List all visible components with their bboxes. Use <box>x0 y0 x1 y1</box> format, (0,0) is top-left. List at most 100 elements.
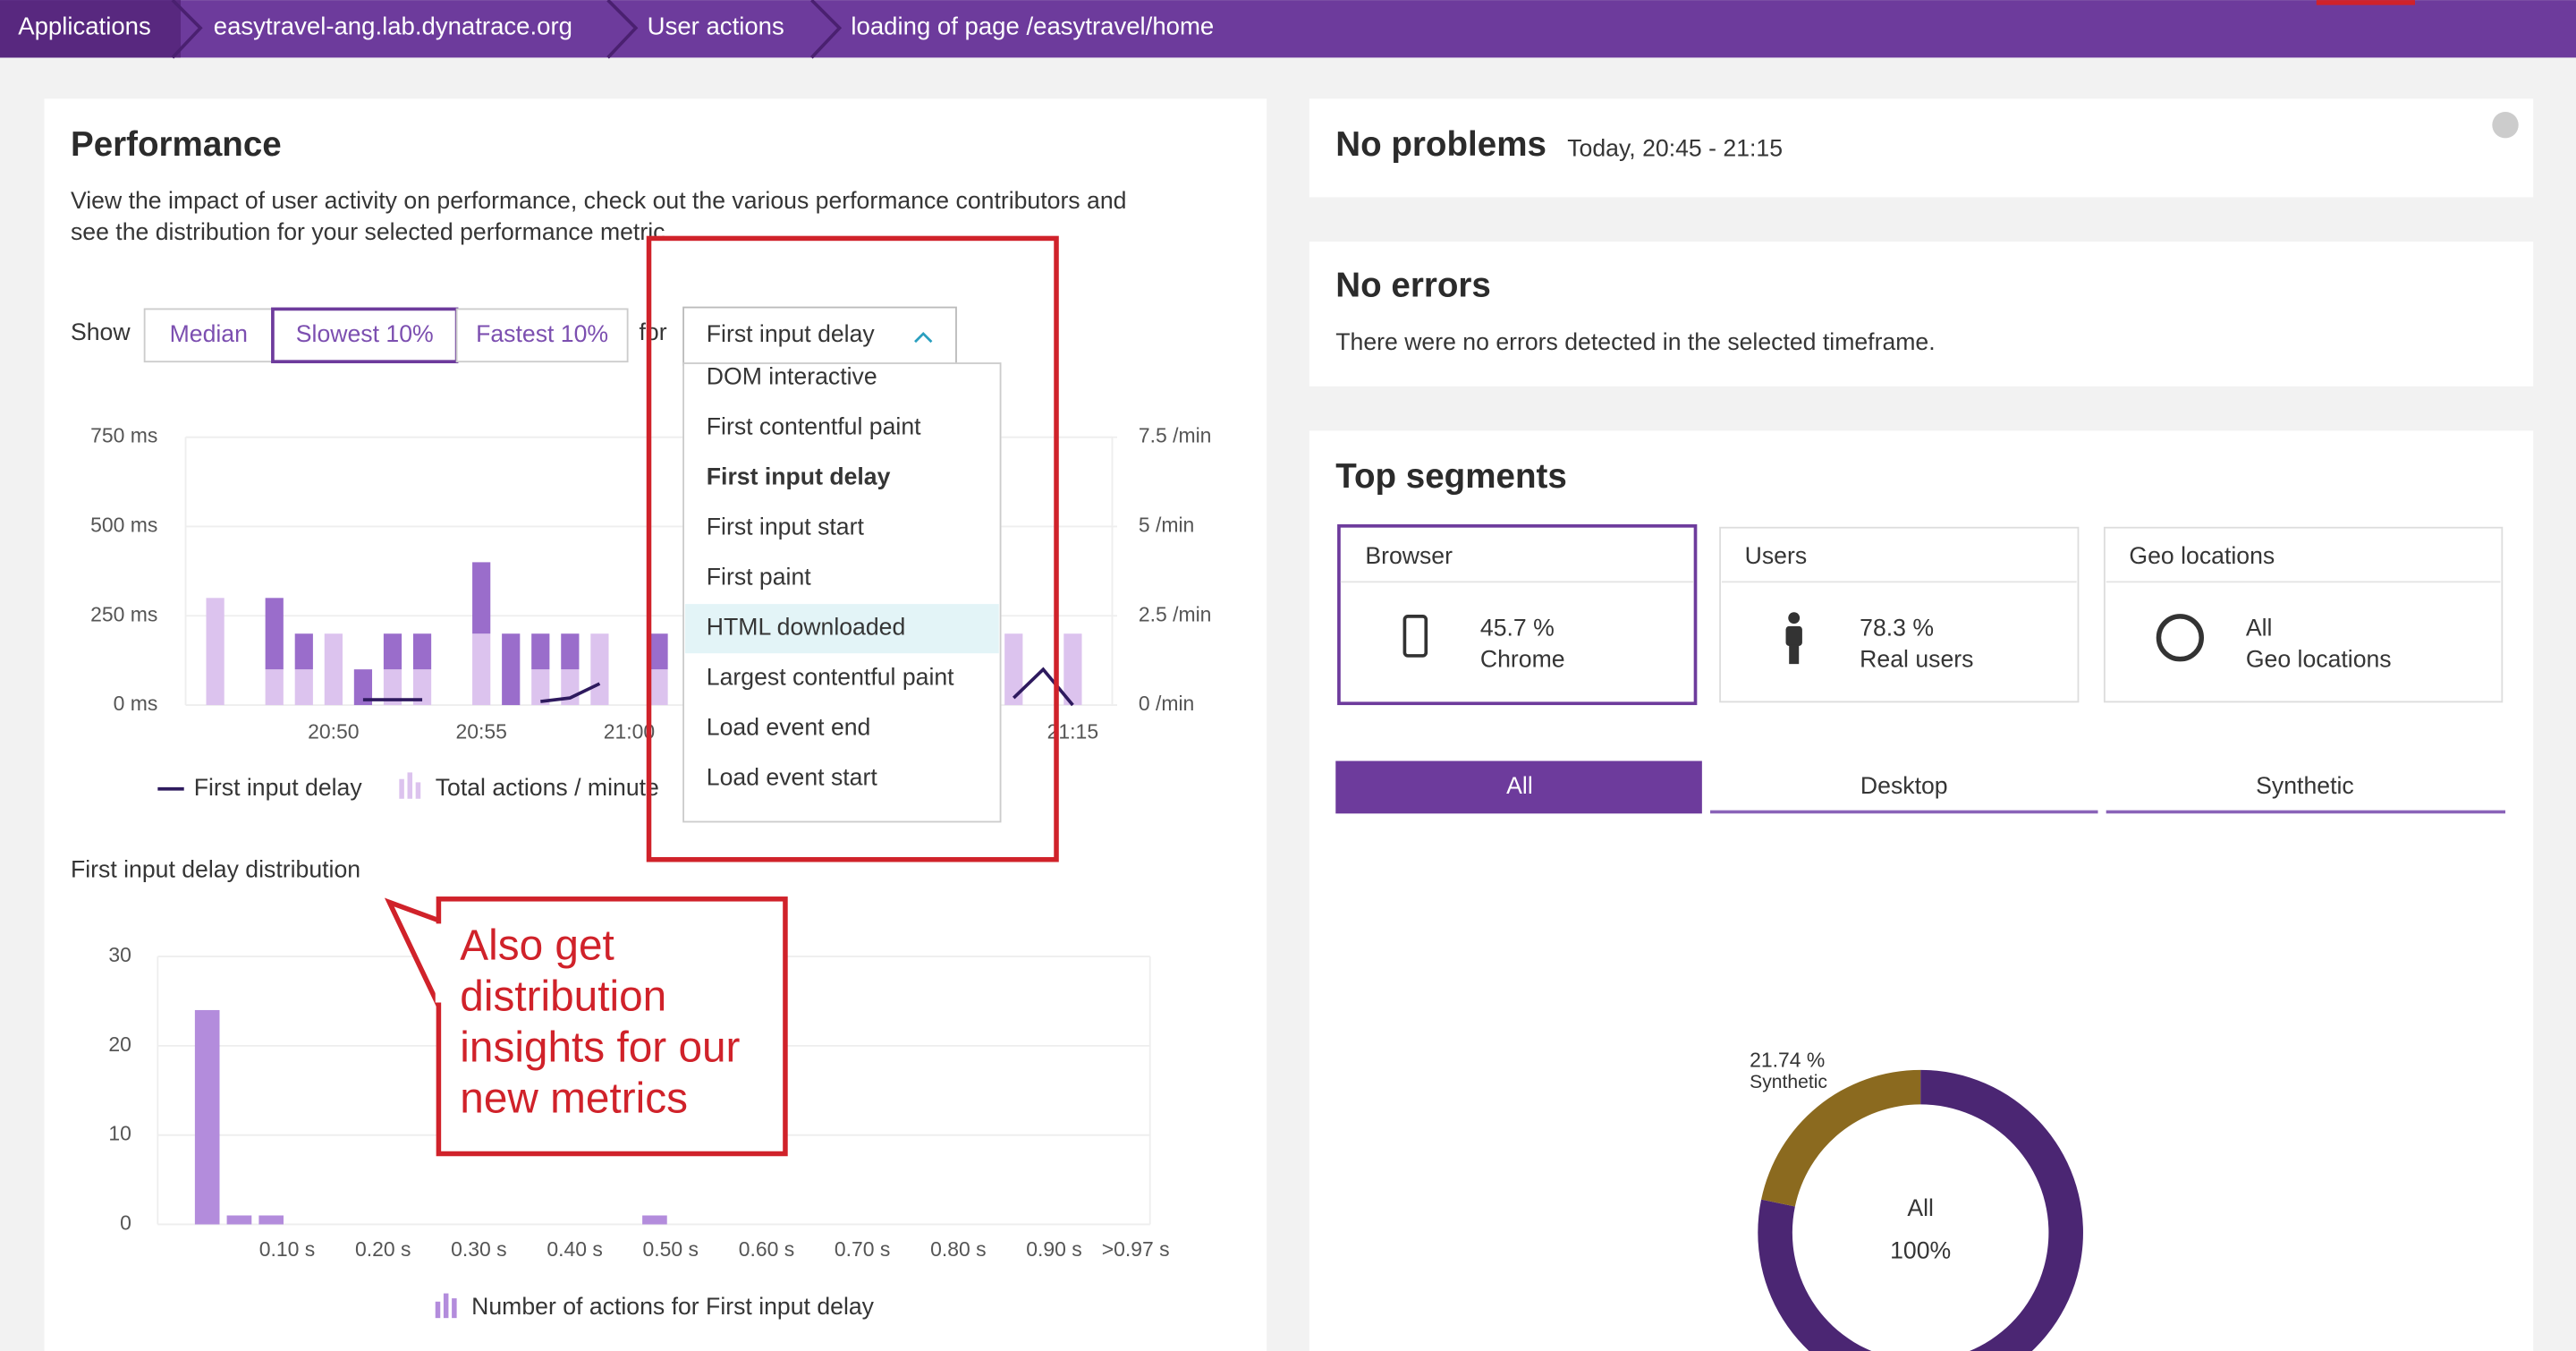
dropdown[interactable] <box>682 306 957 366</box>
dropdown-option[interactable]: Largest contentful paint <box>707 664 954 691</box>
slice-value-label: 21.74 % <box>1750 1049 1825 1072</box>
problems-title: No problems <box>1335 125 1546 164</box>
timeframe: Today, 20:45 - 21:15 <box>1567 134 1783 161</box>
y2-tick-label: 7.5 /min <box>1139 424 1212 447</box>
y-tick-label: 0 <box>120 1211 131 1235</box>
mode-label[interactable]: Median <box>170 320 248 347</box>
y-tick-label: 10 <box>108 1122 131 1145</box>
show-label: Show <box>71 319 131 345</box>
crumb-separators <box>171 0 843 59</box>
y-tick-label: 750 ms <box>90 424 157 447</box>
segment-card[interactable] <box>1337 524 1698 706</box>
card-label: Users <box>1745 542 1808 569</box>
bar-segment <box>206 598 225 706</box>
bar-segment <box>412 669 432 706</box>
y-tick-label: 0 ms <box>114 692 158 715</box>
problems-panel <box>1309 98 2534 198</box>
errors-text: There were no errors detected in the sel… <box>1335 328 1935 355</box>
x-tick-label: 0.70 s <box>835 1237 891 1261</box>
x-tick-label: 0.30 s <box>451 1237 507 1261</box>
breadcrumb[interactable]: User actions <box>648 13 784 40</box>
y-tick-label: 250 ms <box>90 602 157 625</box>
dropdown-option[interactable]: Load event end <box>707 714 871 741</box>
histogram-bar <box>642 1215 667 1225</box>
bar-segment <box>531 669 550 706</box>
card-value: 45.7 % <box>1480 615 1555 642</box>
segment-card[interactable] <box>1719 526 2080 703</box>
x-tick-label: 0.10 s <box>259 1237 315 1261</box>
callout-gap <box>435 923 444 1003</box>
x-tick-label: 0.60 s <box>739 1237 795 1261</box>
x-tick-label: 20:55 <box>455 719 506 743</box>
bar-segment <box>383 633 402 670</box>
x-tick-label: 0.50 s <box>643 1237 699 1261</box>
panel-title: Performance <box>71 125 282 164</box>
legend-swatch <box>407 772 413 799</box>
for-label: for <box>639 319 666 345</box>
donut-slice[interactable] <box>1758 1069 2083 1351</box>
donut-center-label: All <box>1907 1194 1934 1221</box>
legend-swatch <box>452 1298 457 1319</box>
breadcrumb: loading of page /easytravel/home <box>851 13 1214 40</box>
description: View the impact of user activity on perf… <box>71 187 1126 214</box>
dropdown-option[interactable]: First input delay <box>707 463 891 490</box>
y2-tick-label: 5 /min <box>1139 514 1194 537</box>
distribution-title: First input delay distribution <box>71 856 360 883</box>
chevron <box>914 332 933 344</box>
dropdown-option[interactable]: Load event start <box>707 764 878 791</box>
histogram-bar <box>258 1215 284 1225</box>
mode-label[interactable]: Fastest 10% <box>476 320 608 347</box>
x-tick-label: 0.80 s <box>930 1237 987 1261</box>
bar-segment <box>1063 633 1082 706</box>
errors-title: No errors <box>1335 267 1491 305</box>
tab[interactable]: Desktop <box>1860 772 1948 799</box>
info-icon[interactable] <box>2492 112 2519 139</box>
legend-swatch <box>399 778 404 799</box>
breadcrumb[interactable]: Applications <box>18 13 151 40</box>
bar-segment <box>472 633 491 706</box>
legend-label: First input delay <box>194 774 363 801</box>
tab[interactable]: Synthetic <box>2256 772 2354 799</box>
option-hover <box>684 604 999 654</box>
bar-segment <box>294 633 313 670</box>
mode-label[interactable]: Slowest 10% <box>296 320 434 347</box>
callout-text: insights for our <box>460 1024 740 1071</box>
mode-button[interactable] <box>455 308 629 363</box>
dropdown-option[interactable]: DOM interactive <box>707 363 877 390</box>
dropdown-option[interactable]: HTML downloaded <box>707 614 906 641</box>
errors-panel <box>1309 242 2534 387</box>
bar-segment <box>294 669 313 706</box>
y-tick-label: 500 ms <box>90 514 157 537</box>
bar-segment <box>590 633 609 706</box>
bar-segment <box>649 633 668 670</box>
card-detail: Chrome <box>1480 646 1565 673</box>
x-tick-label: 20:50 <box>308 719 359 743</box>
phone-icon <box>1402 615 1428 658</box>
card-value: All <box>2246 615 2273 642</box>
dropdown-option[interactable]: First paint <box>707 564 811 591</box>
segment-card[interactable] <box>2103 526 2504 703</box>
description: see the distribution for your selected p… <box>71 218 672 245</box>
mode-button[interactable] <box>143 308 274 363</box>
x-tick-label: 21:00 <box>604 719 655 743</box>
tab-active[interactable] <box>1335 760 1702 814</box>
globe-icon <box>2156 614 2204 662</box>
tab[interactable]: All <box>1506 772 1533 799</box>
legend-swatch <box>415 782 421 799</box>
dropdown-value[interactable]: First input delay <box>707 320 876 347</box>
card-label: Browser <box>1365 542 1453 569</box>
highlight-box <box>646 235 1059 862</box>
histogram-bar <box>226 1215 252 1225</box>
dropdown-option[interactable]: First contentful paint <box>707 413 921 440</box>
callout-pointer <box>384 897 441 1007</box>
callout <box>436 896 788 1157</box>
dropdown-option[interactable]: First input start <box>707 514 865 540</box>
breadcrumb[interactable]: easytravel-ang.lab.dynatrace.org <box>214 13 572 40</box>
donut-slice[interactable] <box>1761 1069 1921 1207</box>
bar-segment <box>265 669 284 706</box>
bar-segment <box>353 669 373 706</box>
bar-segment <box>649 669 668 706</box>
legend-label: Number of actions for First input delay <box>471 1293 875 1320</box>
legend-swatch <box>443 1293 449 1319</box>
bar-segment <box>502 633 521 706</box>
